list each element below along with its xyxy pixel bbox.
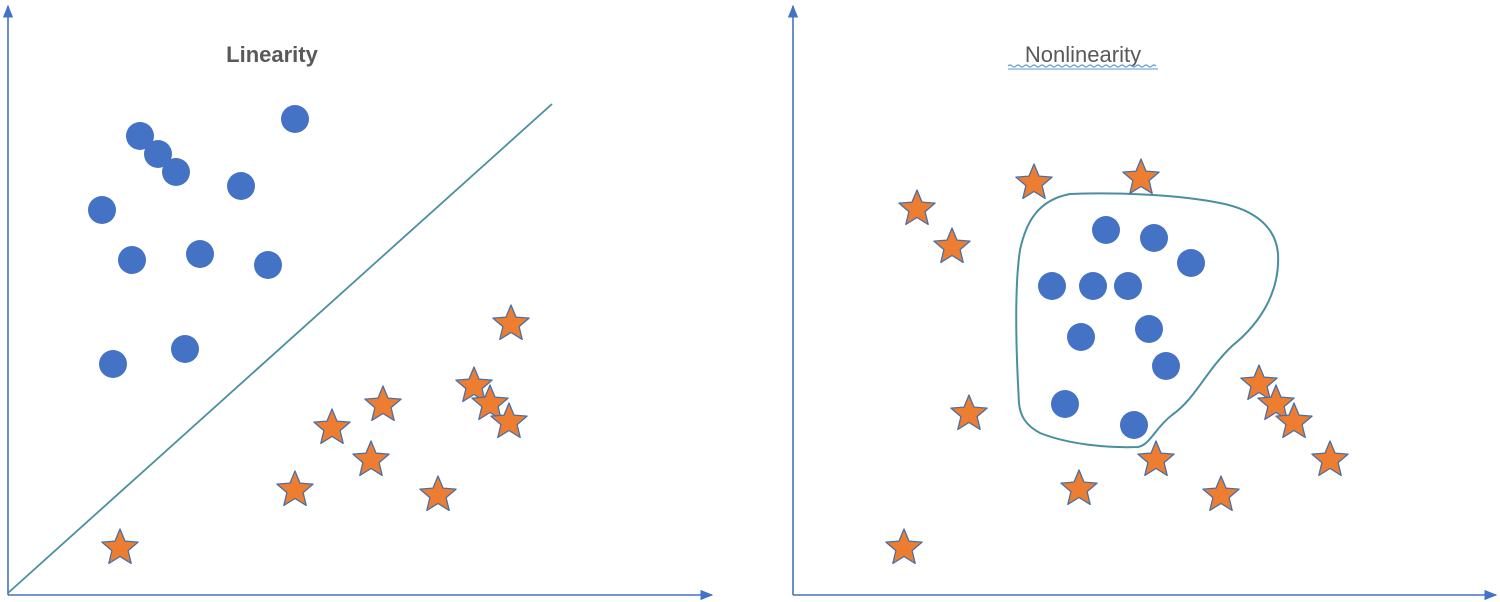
star-marker [1202,475,1240,512]
star-marker [1060,469,1098,506]
star-marker [1257,384,1295,421]
star-marker [352,440,390,477]
star-marker [1122,158,1160,195]
circle-marker [1114,272,1142,300]
linearity-title: Linearity [226,42,318,67]
circle-marker [162,158,190,186]
circle-marker [118,246,146,274]
star-marker [885,528,923,565]
star-marker [1311,440,1349,477]
circle-marker [1135,315,1163,343]
circle-marker [254,251,282,279]
star-marker [1275,402,1313,439]
star-marker [419,475,457,512]
circle-marker [1051,390,1079,418]
star-marker [455,366,493,403]
nonlinearity-title: Nonlinearity [1025,42,1141,67]
star-marker [492,304,530,341]
star-marker [490,402,528,439]
circle-marker [126,122,154,150]
nonlinearity-points [885,158,1349,565]
circle-marker [144,140,172,168]
linearity-panel: Linearity [2,4,714,601]
nonlinearity-title-spell-underline [1007,64,1157,68]
circle-marker [1152,352,1180,380]
linear-decision-boundary [7,103,553,594]
star-marker [933,227,971,264]
circle-marker [1120,411,1148,439]
circle-marker [227,172,255,200]
star-marker [276,470,314,507]
circle-marker [1038,272,1066,300]
circle-marker [186,240,214,268]
circle-marker [1092,216,1120,244]
circle-marker [1177,249,1205,277]
star-marker [1240,364,1278,401]
circle-marker [99,350,127,378]
star-marker [471,384,509,421]
nonlinear-decision-boundary [1015,192,1280,449]
circle-marker [1140,224,1168,252]
circle-marker [1079,272,1107,300]
star-marker [313,408,351,445]
star-marker [364,385,402,422]
circle-marker [1067,323,1095,351]
circle-marker [281,105,309,133]
star-marker [101,528,139,565]
star-marker [950,394,988,431]
circle-marker [88,196,116,224]
nonlinearity-panel: Nonlinearity [787,4,1498,601]
star-marker [898,189,936,226]
star-marker [1015,163,1053,200]
star-marker [1137,440,1175,477]
circle-marker [171,335,199,363]
linearity-points [88,105,530,565]
